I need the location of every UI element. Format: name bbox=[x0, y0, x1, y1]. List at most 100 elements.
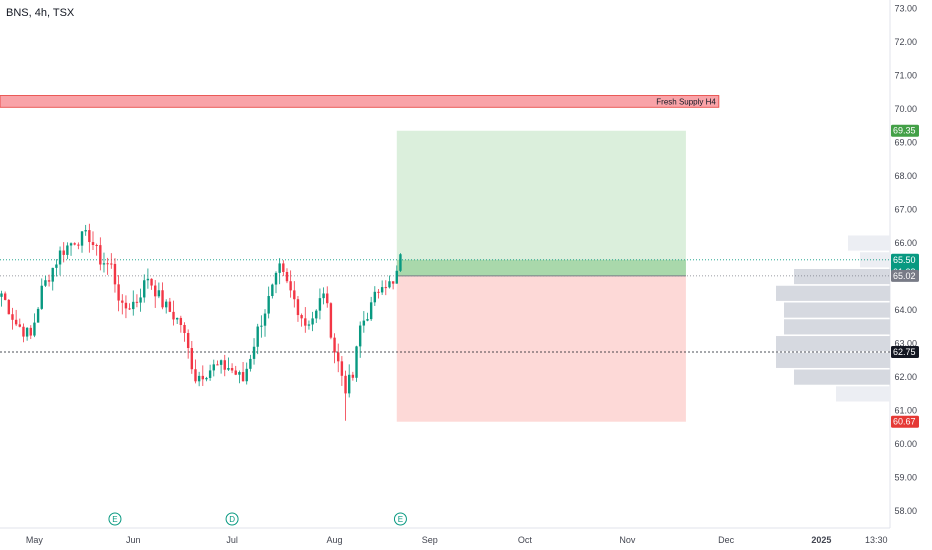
candle-body bbox=[194, 369, 197, 382]
candle-body bbox=[380, 287, 384, 293]
candle-body bbox=[47, 280, 51, 282]
candle-body bbox=[190, 348, 194, 370]
candle-body bbox=[329, 303, 333, 338]
candle-body bbox=[289, 281, 292, 291]
event-marker-letter: E bbox=[398, 515, 403, 524]
candle-body bbox=[0, 293, 3, 297]
volume-profile-bar bbox=[784, 319, 890, 335]
candle-body bbox=[113, 263, 117, 285]
candle-body bbox=[293, 290, 296, 300]
candle-body bbox=[358, 325, 362, 347]
candle-body bbox=[51, 267, 54, 282]
candle-body bbox=[165, 301, 168, 308]
candle-body bbox=[55, 264, 58, 268]
candle-body bbox=[110, 263, 113, 265]
candle-body bbox=[106, 263, 109, 265]
price-tag-label: 60.67 bbox=[893, 417, 916, 427]
candle-body bbox=[318, 298, 322, 311]
candle-body bbox=[267, 296, 270, 314]
candle-body bbox=[326, 293, 329, 304]
candle-body bbox=[274, 272, 278, 285]
candle-body bbox=[29, 327, 32, 336]
price-tag bbox=[891, 124, 919, 137]
event-marker-icon[interactable] bbox=[108, 512, 122, 526]
price-tick-label: 70.00 bbox=[894, 104, 917, 114]
price-tag-label: 65.02 bbox=[893, 271, 916, 281]
price-tick-label: 68.00 bbox=[894, 171, 917, 181]
candle-body bbox=[285, 271, 289, 282]
price-tick-label: 62.00 bbox=[894, 372, 917, 382]
price-tick-label: 64.00 bbox=[894, 305, 917, 315]
candle-body bbox=[139, 297, 142, 303]
candle-body bbox=[80, 231, 84, 246]
time-tick-label: 13:30 bbox=[865, 535, 888, 545]
price-tick-label: 69.00 bbox=[894, 137, 917, 147]
candle-body bbox=[117, 284, 120, 301]
candle-body bbox=[234, 370, 237, 375]
candle-body bbox=[175, 317, 179, 320]
candle-body bbox=[179, 317, 183, 325]
supply-zone[interactable] bbox=[0, 95, 720, 108]
candle-body bbox=[84, 230, 87, 232]
candle-body bbox=[263, 313, 267, 326]
time-tick-label: Sep bbox=[422, 535, 438, 545]
candle-body bbox=[146, 278, 150, 281]
position-profit-zone[interactable] bbox=[396, 130, 686, 276]
candle-body bbox=[40, 285, 43, 309]
price-tick-label: 60.00 bbox=[894, 439, 917, 449]
candle-body bbox=[227, 368, 230, 370]
event-marker-icon[interactable] bbox=[225, 512, 239, 526]
candle-body bbox=[388, 281, 391, 288]
event-marker-letter: E bbox=[112, 515, 117, 524]
price-tick-label: 66.00 bbox=[894, 238, 917, 248]
price-tick-label: 61.00 bbox=[894, 406, 917, 416]
volume-profile-bar bbox=[776, 336, 890, 352]
price-tag-label: 62.75 bbox=[893, 347, 916, 357]
candle-body bbox=[33, 322, 36, 336]
price-tick-label: 73.00 bbox=[894, 3, 917, 13]
price-tag bbox=[891, 415, 919, 428]
candle-body bbox=[366, 319, 369, 321]
time-tick-label: 2025 bbox=[811, 535, 831, 545]
candle-body bbox=[201, 375, 204, 380]
position-loss-zone[interactable] bbox=[396, 275, 686, 422]
candle-body bbox=[154, 285, 157, 297]
candle-body bbox=[307, 324, 311, 326]
time-tick-label: Dec bbox=[718, 535, 735, 545]
candle-body bbox=[128, 308, 131, 310]
candle-body bbox=[373, 291, 377, 303]
candle-body bbox=[369, 302, 373, 320]
candle-body bbox=[183, 324, 186, 334]
price-tick-label: 58.00 bbox=[894, 506, 917, 516]
event-marker-icon[interactable] bbox=[393, 512, 407, 526]
candle-body bbox=[66, 245, 69, 255]
price-tick-label: 71.00 bbox=[894, 70, 917, 80]
candle-body bbox=[18, 324, 21, 327]
candle-body bbox=[230, 368, 234, 371]
candle-body bbox=[391, 281, 395, 284]
candle-body bbox=[282, 263, 285, 272]
candle-body bbox=[77, 244, 80, 246]
candle-body bbox=[238, 372, 241, 375]
candle-body bbox=[399, 254, 402, 271]
candle-body bbox=[25, 327, 29, 337]
price-tag bbox=[891, 269, 919, 282]
candle-body bbox=[322, 293, 325, 299]
time-tick-label: May bbox=[26, 535, 44, 545]
candle-body bbox=[249, 358, 252, 369]
candle-body bbox=[212, 364, 215, 371]
candle-body bbox=[150, 278, 153, 286]
candle-body bbox=[91, 242, 95, 246]
candle-body bbox=[14, 319, 18, 325]
candle-body bbox=[362, 320, 366, 326]
candle-body bbox=[304, 318, 307, 326]
volume-profile-bar bbox=[784, 302, 890, 318]
candle-body bbox=[69, 243, 73, 246]
candle-body bbox=[205, 377, 208, 380]
candle-body bbox=[351, 374, 355, 378]
candle-body bbox=[121, 300, 124, 303]
candle-body bbox=[197, 375, 201, 382]
candle-body bbox=[256, 326, 259, 347]
